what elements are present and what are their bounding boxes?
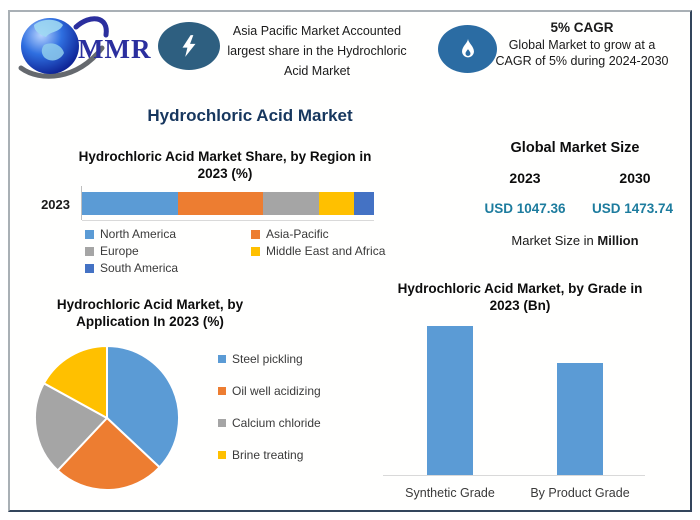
market-size-year-2030: 2030 — [619, 170, 651, 186]
legend-label: Brine treating — [232, 447, 304, 462]
market-size-year-2023: 2023 — [509, 170, 541, 186]
grade-x-axis — [383, 475, 645, 476]
cagr-text: Global Market to grow at a CAGR of 5% du… — [495, 38, 669, 68]
market-size-title: Global Market Size — [510, 140, 640, 156]
market-size-value-2023: USD 1047.36 — [484, 201, 566, 216]
mmr-logo: MMR — [14, 10, 152, 82]
legend-marker-icon — [85, 246, 94, 256]
grade-bar-plot — [385, 320, 645, 475]
legend-item-asia-pacific: Asia-Pacific — [251, 227, 395, 241]
region-y-axis — [81, 186, 82, 220]
application-legend: Steel pickling Oil well acidizing Calcium … — [218, 352, 368, 480]
region-x-axis — [82, 220, 374, 221]
region-stacked-bar — [82, 192, 374, 215]
legend-item-brine-treating: Brine treating — [218, 447, 368, 462]
region-chart-title: Hydrochloric Acid Market Share, by Regio… — [78, 149, 372, 181]
legend-marker-icon — [251, 229, 260, 239]
bar-synthetic-grade — [427, 325, 473, 475]
legend-label: South America — [100, 261, 179, 275]
grade-category-labels: Synthetic Grade By Product Grade — [385, 486, 645, 500]
legend-marker-icon — [218, 386, 226, 395]
market-size-note: Market Size in Million — [480, 233, 670, 248]
pie-slice-brine-treating — [42, 344, 108, 420]
region-segment-south-america — [353, 192, 374, 215]
legend-marker-icon — [85, 229, 94, 239]
globe-icon — [18, 16, 109, 79]
cagr-block: 5% CAGR Global Market to grow at a CAGR … — [492, 20, 672, 69]
legend-label: Asia-Pacific — [266, 227, 329, 241]
legend-item-calcium-chloride: Calcium chloride — [218, 415, 368, 430]
legend-item-north-america: North America — [85, 227, 251, 241]
logo-text: MMR — [78, 34, 152, 64]
pie-slice-oil-well-acidizing — [56, 416, 161, 491]
legend-marker-icon — [218, 450, 226, 459]
region-category-label: 2023 — [41, 197, 70, 212]
bar-category-label: Synthetic Grade — [405, 486, 495, 500]
region-segment-europe — [263, 192, 319, 215]
application-pie — [34, 344, 180, 491]
legend-item-steel-pickling: Steel pickling — [218, 351, 368, 366]
flame-icon — [438, 25, 497, 73]
market-size-value-2030: USD 1473.74 — [591, 201, 674, 216]
market-size-note-unit: Million — [597, 233, 639, 248]
application-chart-title: Hydrochloric Acid Market, by Application… — [56, 297, 244, 329]
region-segment-north-america — [82, 192, 179, 215]
highlight-asia-text: Asia Pacific Market Accounted largest sh… — [227, 24, 407, 78]
bar-column-by-product-grade — [515, 320, 645, 475]
legend-item-oil-well-acidizing: Oil well acidizing — [218, 383, 368, 398]
legend-marker-icon — [218, 418, 226, 427]
grade-chart-title: Hydrochloric Acid Market, by Grade in 20… — [397, 281, 643, 313]
legend-marker-icon — [251, 246, 260, 256]
legend-label: Middle East and Africa — [266, 244, 386, 258]
bar-column-synthetic-grade — [385, 320, 515, 475]
pie-slice-calcium-chloride — [34, 381, 109, 472]
market-size-note-prefix: Market Size in — [511, 233, 598, 248]
legend-label: Steel pickling — [232, 351, 303, 366]
legend-label: Oil well acidizing — [232, 383, 321, 398]
legend-item-middle-east-and-africa: Middle East and Africa — [251, 244, 395, 258]
legend-item-europe: Europe — [85, 244, 251, 258]
region-segment-asia-pacific — [178, 192, 264, 215]
legend-item-south-america: South America — [85, 261, 251, 275]
region-segment-middle-east-and-africa — [318, 192, 354, 215]
bar-by-product-grade — [557, 363, 603, 475]
region-legend: North America Asia-Pacific Europe Middle Ea… — [85, 227, 395, 275]
bar-category-label: By Product Grade — [530, 486, 630, 500]
legend-marker-icon — [85, 263, 94, 273]
page-title: Hydrochloric Acid Market — [147, 106, 353, 125]
legend-label: Europe — [100, 244, 139, 258]
cagr-title: 5% CAGR — [550, 20, 614, 35]
legend-label: Calcium chloride — [232, 415, 321, 430]
legend-label: North America — [100, 227, 177, 241]
legend-marker-icon — [218, 354, 226, 363]
pie-slice-steel-pickling — [106, 344, 180, 469]
lightning-icon — [158, 22, 220, 70]
